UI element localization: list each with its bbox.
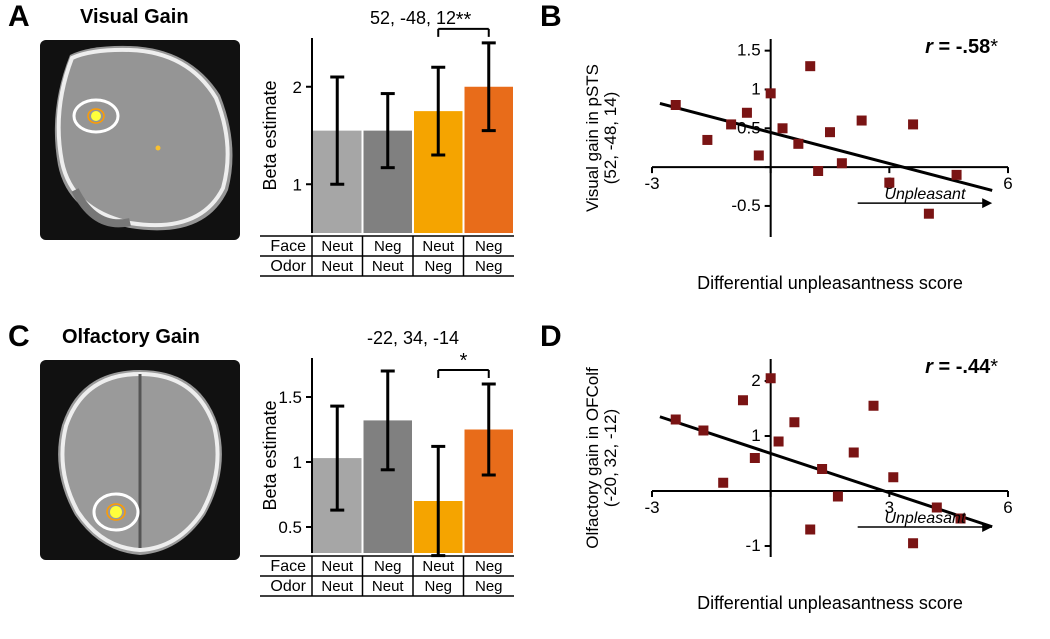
- svg-text:Unpleasant: Unpleasant: [884, 186, 966, 203]
- svg-text:2: 2: [751, 371, 760, 390]
- bar-chart-a: 52, -48, 12 1 2 Beta estimate ** Face Odor Neut…: [260, 10, 522, 295]
- svg-text:-3: -3: [644, 498, 659, 517]
- scatter-d: -336-112r = -.44*Olfactory gain in OFCol…: [580, 345, 1020, 615]
- svg-text:Beta estimate: Beta estimate: [260, 400, 280, 510]
- svg-text:Neut: Neut: [372, 578, 405, 595]
- svg-text:6: 6: [1003, 174, 1012, 193]
- svg-text:-22, 34, -14: -22, 34, -14: [367, 330, 459, 348]
- svg-text:Olfactory gain in OFColf(-20,: Olfactory gain in OFColf(-20, 32, -12): [583, 367, 620, 549]
- svg-text:1.5: 1.5: [278, 388, 302, 407]
- panel-c-title: Olfactory Gain: [62, 326, 200, 349]
- brain-sagittal-a: [40, 40, 240, 240]
- svg-text:2: 2: [293, 78, 302, 97]
- svg-text:1: 1: [293, 453, 302, 472]
- svg-text:Differential unpleasantness sc: Differential unpleasantness score: [697, 593, 963, 613]
- svg-text:Face: Face: [270, 558, 306, 575]
- svg-text:Neut: Neut: [422, 558, 455, 575]
- svg-text:Neut: Neut: [321, 258, 354, 275]
- svg-text:Neg: Neg: [475, 238, 503, 255]
- svg-text:Neg: Neg: [475, 578, 503, 595]
- panel-a-title: Visual Gain: [80, 6, 189, 29]
- panel-b-label: B: [540, 0, 562, 34]
- svg-text:1: 1: [751, 79, 760, 98]
- svg-text:6: 6: [1003, 498, 1012, 517]
- svg-text:Face: Face: [270, 238, 306, 255]
- svg-text:1: 1: [293, 175, 302, 194]
- svg-text:Neg: Neg: [424, 578, 452, 595]
- svg-text:1: 1: [751, 426, 760, 445]
- svg-text:Differential unpleasantness sc: Differential unpleasantness score: [697, 273, 963, 293]
- svg-text:Neut: Neut: [321, 558, 354, 575]
- svg-text:Neut: Neut: [422, 238, 455, 255]
- svg-text:-3: -3: [644, 174, 659, 193]
- bar-chart-c: -22, 34, -14 0.5 1 1.5Beta estimate * Face Odo…: [260, 330, 522, 615]
- svg-text:Neut: Neut: [372, 258, 405, 275]
- scatter-b: -336-0.50.511.5r = -.58*Visual gain in p…: [580, 25, 1020, 295]
- svg-text:*: *: [460, 350, 468, 372]
- svg-text:r = -.58*: r = -.58*: [925, 36, 998, 58]
- svg-text:Neg: Neg: [374, 238, 402, 255]
- svg-text:**: **: [456, 10, 472, 31]
- svg-text:r = -.44*: r = -.44*: [925, 356, 998, 378]
- svg-text:Beta estimate: Beta estimate: [260, 80, 280, 190]
- panel-a-label: A: [8, 0, 30, 34]
- panel-d-label: D: [540, 320, 562, 354]
- svg-text:-0.5: -0.5: [731, 196, 760, 215]
- svg-text:1.5: 1.5: [737, 41, 761, 60]
- svg-text:Neg: Neg: [475, 558, 503, 575]
- svg-text:Unpleasant: Unpleasant: [884, 510, 966, 527]
- svg-text:Neut: Neut: [321, 238, 354, 255]
- svg-text:Neut: Neut: [321, 578, 354, 595]
- svg-text:52, -48, 12: 52, -48, 12: [370, 10, 456, 28]
- svg-text:-1: -1: [746, 536, 761, 555]
- svg-text:Neg: Neg: [374, 558, 402, 575]
- svg-text:Neg: Neg: [475, 258, 503, 275]
- panel-c-label: C: [8, 320, 30, 354]
- brain-coronal-c: [40, 360, 240, 560]
- svg-text:Neg: Neg: [424, 258, 452, 275]
- svg-text:Odor: Odor: [270, 578, 306, 595]
- svg-text:Visual gain in pSTS(52, -48, 1: Visual gain in pSTS(52, -48, 14): [583, 64, 620, 212]
- svg-text:0.5: 0.5: [278, 518, 302, 537]
- figure-root: A Visual Gain 52, -48, 12 1 2 Beta estimate…: [0, 0, 1050, 639]
- svg-text:Odor: Odor: [270, 258, 306, 275]
